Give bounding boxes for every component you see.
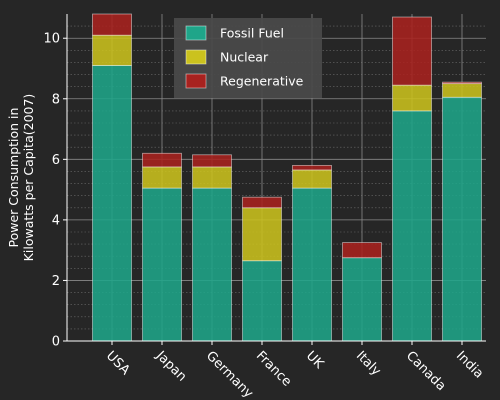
bar-canada-fossil-fuel xyxy=(392,110,432,342)
bar-uk-regenerative xyxy=(292,164,332,171)
legend-swatch xyxy=(185,25,207,41)
legend-label: Nuclear xyxy=(220,50,269,65)
bar-france-regenerative xyxy=(242,196,282,209)
y-tick-label: 2 xyxy=(52,274,60,289)
bar-india-nuclear xyxy=(442,83,482,98)
bar-usa-fossil-fuel xyxy=(92,65,132,342)
y-axis-label-line: Kilowatts per Capita(2007) xyxy=(21,94,36,262)
y-axis-label-text: Power Consumption inKilowatts per Capita… xyxy=(6,94,36,262)
bar-france-nuclear xyxy=(242,207,282,262)
y-axis-label: Power Consumption inKilowatts per Capita… xyxy=(6,94,36,262)
bar-italy-fossil-fuel xyxy=(342,257,382,342)
legend: Fossil Fuel Nuclear Regenerative xyxy=(174,18,322,98)
y-tick-label: 8 xyxy=(52,92,60,107)
legend-label: Fossil Fuel xyxy=(220,26,284,41)
bars xyxy=(92,13,482,342)
bar-usa-nuclear xyxy=(92,34,132,66)
bar-canada-nuclear xyxy=(392,84,432,112)
bar-uk-fossil-fuel xyxy=(292,187,332,342)
bar-usa-regenerative xyxy=(92,13,132,36)
y-axis-label-line: Power Consumption in xyxy=(6,108,21,248)
bar-germany-fossil-fuel xyxy=(192,187,232,342)
bar-japan-nuclear xyxy=(142,166,182,189)
axes xyxy=(63,14,486,345)
bar-france-fossil-fuel xyxy=(242,260,282,342)
y-tick-label: 6 xyxy=(52,153,60,168)
bar-japan-fossil-fuel xyxy=(142,187,182,342)
legend-swatch xyxy=(185,73,207,89)
bar-canada-regenerative xyxy=(392,16,432,86)
bar-germany-regenerative xyxy=(192,154,232,168)
bar-italy-regenerative xyxy=(342,242,382,259)
bar-germany-nuclear xyxy=(192,166,232,189)
legend-swatch xyxy=(185,49,207,65)
bar-india-regenerative xyxy=(442,81,482,85)
bar-japan-regenerative xyxy=(142,152,182,168)
bar-uk-nuclear xyxy=(292,169,332,189)
y-tick-label: 4 xyxy=(52,213,60,228)
bar-india-fossil-fuel xyxy=(442,96,482,342)
y-tick-label: 10 xyxy=(43,32,60,47)
y-tick-label: 0 xyxy=(52,335,60,350)
legend-label: Regenerative xyxy=(220,74,304,89)
